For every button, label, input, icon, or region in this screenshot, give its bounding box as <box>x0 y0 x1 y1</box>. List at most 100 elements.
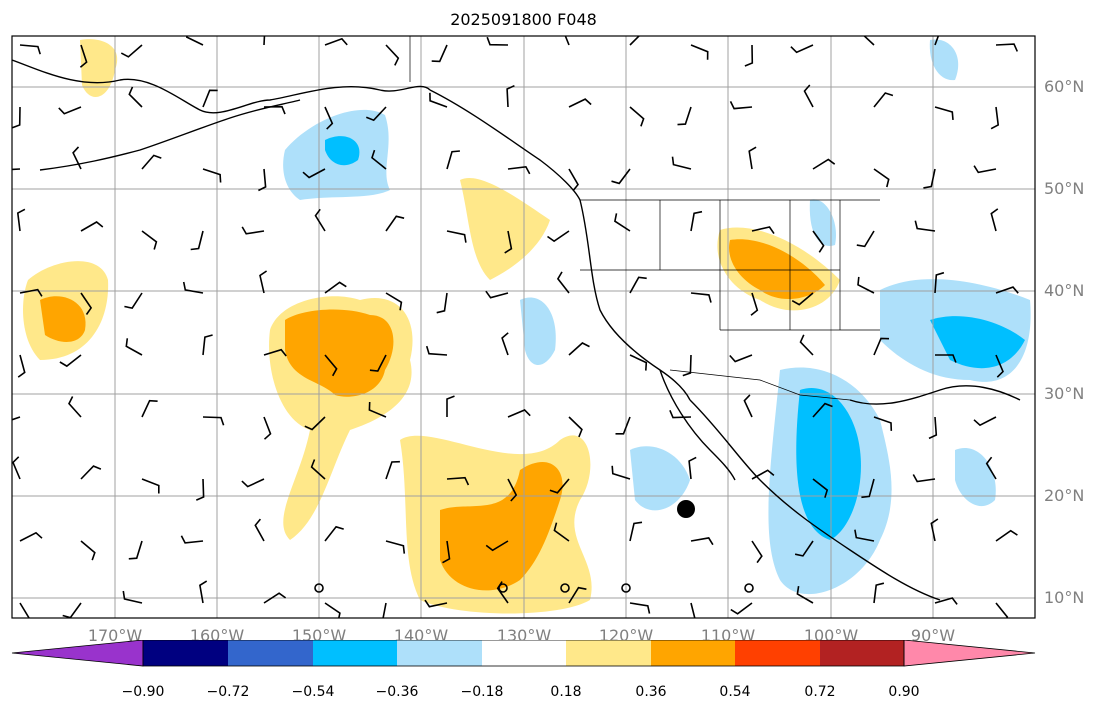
wind-barb <box>368 401 387 418</box>
wind-barb <box>304 416 326 431</box>
political-boundaries <box>409 36 880 401</box>
wind-barb <box>79 44 88 68</box>
wind-barb <box>424 599 448 608</box>
positive-anomaly-core <box>440 461 563 591</box>
wind-barb <box>629 36 650 46</box>
wind-barb <box>263 416 272 440</box>
wind-barb <box>690 44 709 60</box>
wind-barb <box>751 469 775 480</box>
wind-barb <box>141 478 160 494</box>
wind-barb <box>729 354 753 363</box>
wind-barb <box>611 465 631 480</box>
wind-barb <box>263 348 287 357</box>
wind-barb <box>446 230 467 243</box>
wind-barb <box>690 292 712 303</box>
wind-barb <box>990 208 999 232</box>
wind-barb <box>446 150 460 170</box>
wind-barb <box>195 478 205 501</box>
wind-barb <box>614 213 631 232</box>
colorbar-segment <box>228 640 313 666</box>
wind-barb <box>263 592 287 604</box>
mexico-pacific-coast <box>689 399 941 601</box>
wind-barb <box>199 580 208 604</box>
wind-barb <box>241 478 265 488</box>
colorbar-tick-label: −0.18 <box>460 684 504 700</box>
wind-barb <box>446 476 470 486</box>
colorbar-tick-label: 0.90 <box>888 684 920 700</box>
wind-barb <box>553 522 570 542</box>
wind-barb <box>12 106 21 129</box>
map-frame <box>11 35 1036 619</box>
wind-barb <box>202 334 213 356</box>
west-coast-us <box>579 199 691 401</box>
wind-barb <box>935 354 957 363</box>
colorbar-max-extension <box>903 640 1036 667</box>
wind-barb <box>202 168 222 183</box>
wind-barb <box>507 478 518 502</box>
wind-barb <box>995 286 1019 294</box>
map-title: 2025091800 F048 <box>450 10 597 29</box>
wind-barb <box>794 540 814 557</box>
wind-barb <box>873 168 890 188</box>
wind-barb <box>258 168 267 192</box>
wind-barb <box>485 540 509 552</box>
wind-barb <box>934 36 940 46</box>
calm-wind-circle <box>498 583 508 593</box>
wind-barb <box>429 92 448 108</box>
lon-label: 170°W <box>87 626 143 645</box>
wind-barb <box>985 456 997 480</box>
map-panel <box>11 35 1036 619</box>
wind-barb <box>314 208 326 232</box>
colorbar-segment <box>313 640 397 666</box>
wind-barb <box>934 597 958 605</box>
wind-barb <box>690 602 696 618</box>
wind-barb <box>995 602 1009 618</box>
wind-barb <box>812 230 825 253</box>
wind-barb <box>912 474 936 483</box>
wind-barb <box>568 416 583 438</box>
wind-barb <box>629 521 643 542</box>
wind-barb <box>254 518 265 542</box>
wind-barb <box>182 281 204 294</box>
wind-barb <box>436 292 448 314</box>
colorbar-tick-label: 0.72 <box>804 684 836 700</box>
state-lines <box>580 200 880 331</box>
wind-barb <box>72 146 82 170</box>
colorbar-segment <box>482 640 566 666</box>
wind-barb <box>854 529 875 542</box>
wind-barb <box>995 43 1019 52</box>
wind-barb <box>125 338 143 356</box>
wind-barb <box>796 585 814 604</box>
wind-barb <box>507 165 531 175</box>
wind-barb <box>690 210 703 232</box>
wind-barb <box>744 44 754 67</box>
gulf-coast <box>849 385 1021 405</box>
wind-barb <box>934 106 954 120</box>
positive-anomaly-core <box>40 296 86 342</box>
wind-barb <box>486 36 509 46</box>
colorbar <box>11 640 1036 667</box>
wind-barb <box>190 230 204 251</box>
colorbar-segment <box>735 640 820 666</box>
wind-barb <box>12 456 21 480</box>
wind-barb <box>19 602 30 618</box>
negative-anomaly-core <box>325 136 360 166</box>
wind-barb <box>923 168 936 189</box>
wind-barb <box>202 89 218 108</box>
wind-barb <box>682 354 692 377</box>
us-mexico-border <box>669 369 851 401</box>
wind-barb <box>504 230 513 254</box>
wind-barb <box>615 416 631 435</box>
colorbar-segment <box>566 640 651 666</box>
wind-barb <box>729 101 753 110</box>
wind-barb <box>568 342 590 356</box>
wind-barb <box>425 345 448 356</box>
wind-barb <box>324 354 338 377</box>
negative-anomaly-region <box>955 448 996 507</box>
wind-barb <box>485 290 509 299</box>
coastlines <box>12 59 1021 601</box>
colorbar-segment <box>397 640 482 666</box>
wind-barb <box>80 221 104 232</box>
wind-barb <box>324 281 347 294</box>
wind-barb <box>611 168 631 185</box>
